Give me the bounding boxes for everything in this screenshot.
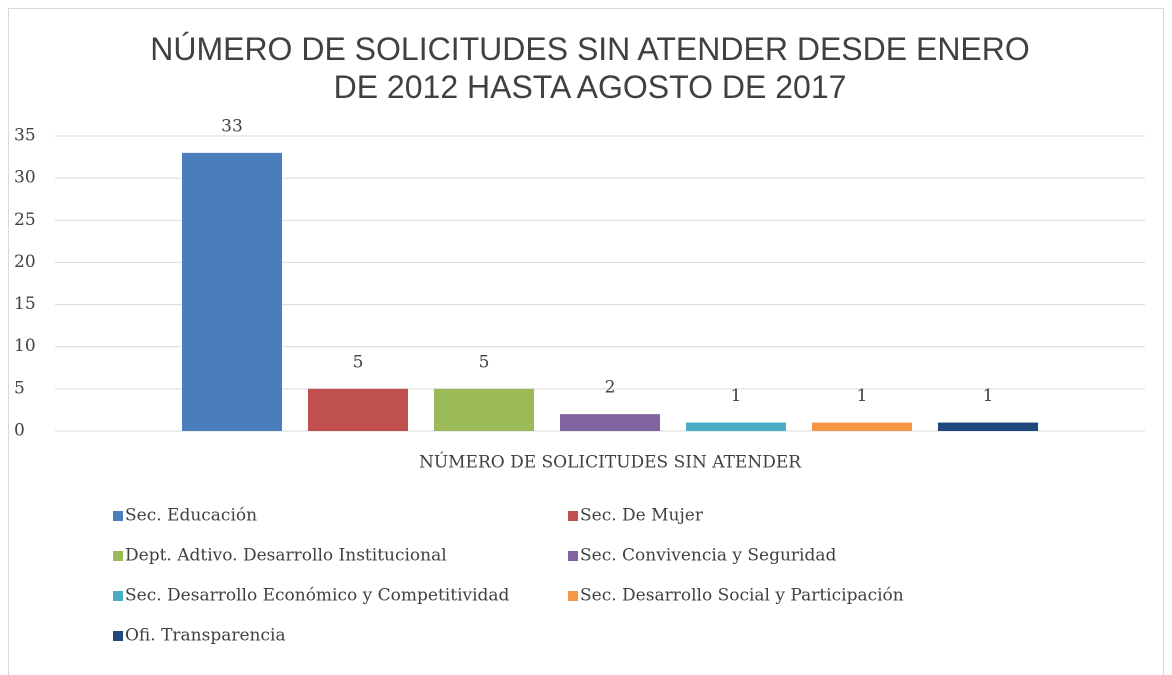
data-label: 33 (221, 116, 243, 136)
data-label: 5 (479, 352, 490, 372)
x-category-label: NÚMERO DE SOLICITUDES SIN ATENDER (419, 452, 802, 473)
data-label: 5 (353, 352, 364, 372)
bar (812, 422, 912, 431)
bar (560, 414, 660, 431)
chart-border (8, 8, 1164, 675)
bar (182, 152, 282, 431)
data-label: 1 (983, 386, 994, 406)
chart-title: NÚMERO DE SOLICITUDES SIN ATENDER DESDE … (150, 31, 1030, 105)
y-tick-label: 20 (14, 252, 36, 272)
legend-label: Sec. Educación (125, 506, 257, 526)
legend-label: Sec. Convivencia y Seguridad (580, 546, 837, 566)
y-tick-label: 10 (14, 336, 36, 356)
y-tick-label: 15 (14, 294, 36, 314)
data-label: 1 (731, 386, 742, 406)
legend-swatch (113, 511, 123, 521)
bar (308, 388, 408, 431)
bar (434, 388, 534, 431)
y-tick-label: 5 (14, 378, 25, 398)
y-tick-label: 25 (14, 210, 36, 230)
legend-label: Ofi. Transparencia (125, 626, 286, 646)
bar (686, 422, 786, 431)
data-label: 2 (605, 378, 616, 398)
legend-swatch (568, 591, 578, 601)
y-tick-label: 0 (14, 421, 25, 441)
legend-label: Sec. De Mujer (580, 506, 704, 526)
legend-label: Sec. Desarrollo Económico y Competitivid… (125, 586, 510, 606)
legend-label: Sec. Desarrollo Social y Participación (580, 586, 904, 606)
legend-label: Dept. Adtivo. Desarrollo Institucional (125, 546, 447, 566)
legend-swatch (113, 591, 123, 601)
bar (938, 422, 1038, 431)
data-label: 1 (857, 386, 868, 406)
legend-swatch (568, 551, 578, 561)
legend-swatch (113, 551, 123, 561)
y-tick-label: 30 (14, 168, 36, 188)
legend-swatch (113, 631, 123, 641)
y-tick-label: 35 (14, 126, 36, 146)
legend-swatch (568, 511, 578, 521)
